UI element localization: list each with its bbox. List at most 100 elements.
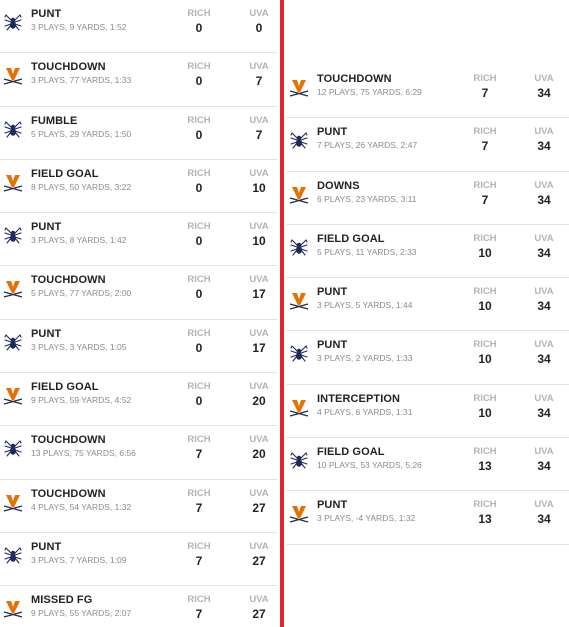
rich-score: 7 — [481, 192, 489, 207]
drive-row[interactable]: PUNT 3 PLAYS, 5 YARDS, 1:44 RICH 10 UVA … — [286, 278, 569, 332]
cavaliers-v-icon — [3, 598, 23, 618]
uva-score-cell: UVA 7 — [239, 115, 279, 142]
uva-score: 10 — [252, 180, 266, 195]
drive-summary: 5 PLAYS, 77 YARDS, 2:00 — [31, 288, 132, 299]
cavaliers-v-icon — [289, 397, 309, 417]
rich-score-cell: RICH 13 — [465, 446, 505, 473]
drive-row[interactable]: TOUCHDOWN 5 PLAYS, 77 YARDS, 2:00 RICH 0… — [0, 266, 277, 320]
uva-score-cell: UVA 34 — [524, 446, 564, 473]
uva-label: UVA — [534, 392, 554, 404]
uva-label: UVA — [534, 446, 554, 458]
uva-label: UVA — [534, 126, 554, 138]
drive-list-left: PUNT 3 PLAYS, 9 YARDS, 1:52 RICH 0 UVA 0… — [0, 0, 277, 627]
uva-score-cell: UVA 34 — [524, 393, 564, 420]
drive-summary: 3 PLAYS, 9 YARDS, 1:52 — [31, 22, 127, 32]
drive-row[interactable]: FIELD GOAL 5 PLAYS, 11 YARDS, 2:33 RICH … — [286, 225, 569, 279]
drive-summary: 5 PLAYS, 11 YARDS, 2:33 — [317, 246, 417, 257]
drive-row[interactable]: TOUCHDOWN 4 PLAYS, 54 YARDS, 1:32 RICH 7… — [0, 480, 277, 533]
rich-score-cell: RICH 10 — [465, 233, 505, 260]
drive-result: TOUCHDOWN — [31, 61, 106, 74]
rich-score: 10 — [478, 405, 492, 420]
drive-summary: 9 PLAYS, 59 YARDS, 4:52 — [31, 395, 132, 406]
uva-label: UVA — [249, 327, 269, 339]
drive-row[interactable]: PUNT 3 PLAYS, 9 YARDS, 1:52 RICH 0 UVA 0 — [0, 0, 279, 54]
drive-result: TOUCHDOWN — [31, 274, 106, 287]
uva-label: UVA — [249, 61, 269, 73]
drive-row[interactable]: TOUCHDOWN 13 PLAYS, 75 YARDS, 6:56 RICH … — [0, 426, 277, 480]
rich-label: RICH — [187, 8, 211, 19]
drive-list-right: TOUCHDOWN 12 PLAYS, 75 YARDS, 6:29 RICH … — [286, 65, 569, 545]
drive-row[interactable]: PUNT 3 PLAYS, 7 YARDS, 1:09 RICH 7 UVA 2… — [0, 533, 279, 587]
drive-result: PUNT — [317, 126, 348, 139]
drive-summary: 3 PLAYS, 5 YARDS, 1:44 — [317, 300, 413, 311]
spider-icon — [3, 545, 23, 565]
rich-label: RICH — [187, 594, 211, 606]
drive-row[interactable]: PUNT 3 PLAYS, 2 YARDS, 1:33 RICH 10 UVA … — [286, 331, 569, 385]
drive-row[interactable]: FUMBLE 5 PLAYS, 29 YARDS, 1:50 RICH 0 UV… — [0, 107, 277, 160]
uva-score: 34 — [537, 192, 551, 207]
uva-score: 10 — [252, 234, 266, 249]
cavaliers-v-icon — [3, 65, 23, 85]
drive-row[interactable]: FIELD GOAL 8 PLAYS, 50 YARDS, 3:22 RICH … — [0, 160, 277, 214]
spider-icon — [3, 438, 23, 458]
rich-label: RICH — [187, 221, 211, 233]
drive-row[interactable]: TOUCHDOWN 3 PLAYS, 77 YARDS, 1:33 RICH 0… — [0, 53, 277, 107]
drive-summary: 3 PLAYS, -4 YARDS, 1:32 — [317, 513, 416, 524]
drive-result: TOUCHDOWN — [31, 487, 106, 500]
uva-score-cell: UVA 34 — [524, 180, 564, 207]
drive-result: FIELD GOAL — [31, 167, 99, 180]
drive-row[interactable]: DOWNS 6 PLAYS, 23 YARDS, 3:11 RICH 7 UVA… — [286, 172, 569, 225]
drive-summary: 3 PLAYS, 77 YARDS, 1:33 — [31, 75, 132, 86]
drive-row[interactable]: PUNT 3 PLAYS, 8 YARDS, 1:42 RICH 0 UVA 1… — [0, 213, 277, 267]
drive-row[interactable]: INTERCEPTION 4 PLAYS, 6 YARDS, 1:31 RICH… — [286, 385, 569, 439]
uva-score-cell: UVA 34 — [524, 339, 564, 366]
drive-row[interactable]: MISSED FG 9 PLAYS, 55 YARDS, 2:07 RICH 7… — [0, 586, 277, 627]
uva-label: UVA — [249, 8, 269, 19]
drive-result: PUNT — [317, 286, 348, 299]
rich-score: 7 — [481, 139, 489, 154]
drive-row[interactable]: PUNT 7 PLAYS, 26 YARDS, 2:47 RICH 7 UVA … — [286, 118, 569, 172]
uva-score: 34 — [537, 299, 551, 314]
rich-label: RICH — [473, 499, 497, 511]
uva-label: UVA — [534, 179, 554, 191]
rich-score: 10 — [478, 245, 492, 260]
uva-score: 17 — [252, 340, 266, 355]
rich-score-cell: RICH 0 — [179, 274, 219, 301]
rich-label: RICH — [187, 327, 211, 339]
drive-row[interactable]: FIELD GOAL 10 PLAYS, 53 YARDS, 5:26 RICH… — [286, 438, 569, 492]
drive-row[interactable]: PUNT 3 PLAYS, 3 YARDS, 1:05 RICH 0 UVA 1… — [0, 320, 277, 374]
rich-label: RICH — [187, 540, 211, 552]
rich-label: RICH — [473, 339, 497, 351]
drive-row[interactable]: PUNT 3 PLAYS, -4 YARDS, 1:32 RICH 13 UVA… — [286, 491, 569, 545]
spider-icon — [289, 343, 309, 363]
rich-score-cell: RICH 7 — [179, 488, 219, 515]
rich-score-cell: RICH 0 — [179, 168, 219, 195]
rich-label: RICH — [187, 114, 211, 126]
uva-label: UVA — [534, 499, 554, 511]
rich-score-cell: RICH 0 — [179, 381, 219, 408]
uva-score: 34 — [537, 405, 551, 420]
drive-result: PUNT — [317, 499, 348, 512]
cavaliers-v-icon — [289, 503, 309, 524]
uva-label: UVA — [249, 221, 269, 233]
cavaliers-v-icon — [3, 278, 23, 299]
uva-score: 0 — [255, 21, 263, 35]
drive-summary: 9 PLAYS, 55 YARDS, 2:07 — [31, 608, 132, 619]
drive-result: FIELD GOAL — [317, 446, 385, 459]
drive-result: DOWNS — [317, 179, 360, 192]
drive-row[interactable]: FIELD GOAL 9 PLAYS, 59 YARDS, 4:52 RICH … — [0, 373, 277, 427]
uva-score-cell: UVA 27 — [239, 541, 279, 568]
uva-score-cell: UVA 0 — [239, 8, 279, 35]
drive-summary: 4 PLAYS, 54 YARDS, 1:32 — [31, 501, 132, 512]
rich-score: 10 — [478, 352, 492, 367]
rich-score: 0 — [195, 287, 203, 302]
drive-result: FIELD GOAL — [317, 232, 385, 245]
uva-score-cell: UVA 34 — [524, 73, 564, 100]
drive-result: MISSED FG — [31, 594, 93, 607]
drive-row[interactable]: TOUCHDOWN 12 PLAYS, 75 YARDS, 6:29 RICH … — [286, 65, 569, 119]
drive-result: PUNT — [31, 327, 62, 340]
rich-score: 0 — [195, 180, 203, 195]
drive-summary: 5 PLAYS, 29 YARDS, 1:50 — [31, 128, 132, 139]
rich-label: RICH — [187, 274, 211, 286]
rich-label: RICH — [187, 487, 211, 499]
